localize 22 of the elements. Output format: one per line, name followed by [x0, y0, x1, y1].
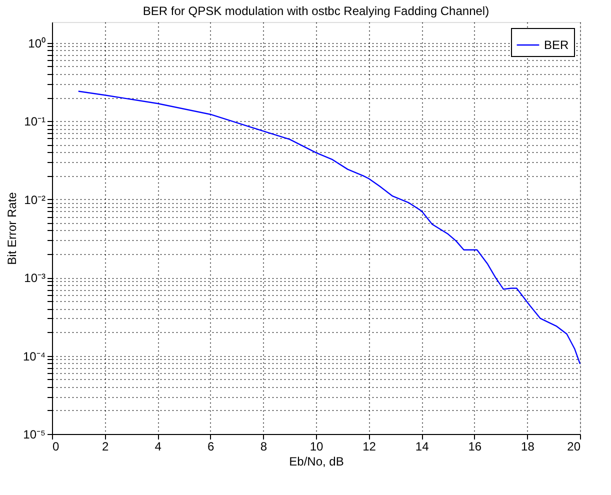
y-tick-label: 10⁻² — [24, 192, 46, 207]
x-tick-label: 14 — [415, 440, 430, 454]
x-tick-label: 8 — [260, 440, 268, 454]
x-tick-label: 16 — [468, 440, 482, 454]
line-series — [78, 90, 581, 364]
y-tick-label: 10⁰ — [28, 36, 46, 50]
x-tick-label: 2 — [102, 440, 109, 454]
legend-label: BER — [544, 38, 570, 52]
y-axis-title: Bit Error Rate — [4, 192, 19, 265]
x-tick-label: 6 — [208, 440, 215, 454]
y-tick-label: 10⁻⁵ — [23, 428, 46, 442]
x-tick-label: 10 — [310, 440, 324, 454]
chart-title: BER for QPSK modulation with ostbc Realying Fadding Channel) — [142, 4, 490, 18]
x-tick-label: 12 — [362, 440, 376, 454]
y-tick-label: 10⁻¹ — [24, 114, 46, 129]
y-tick-label: 10⁻⁴ — [22, 349, 46, 364]
y-tick-label: 10⁻³ — [24, 271, 46, 286]
x-tick-label: 20 — [567, 440, 581, 454]
x-tick-label: 0 — [52, 440, 60, 454]
x-tick-label: 4 — [154, 440, 162, 454]
x-axis-title: Eb/No, dB — [289, 454, 344, 468]
x-tick-label: 18 — [521, 440, 535, 454]
